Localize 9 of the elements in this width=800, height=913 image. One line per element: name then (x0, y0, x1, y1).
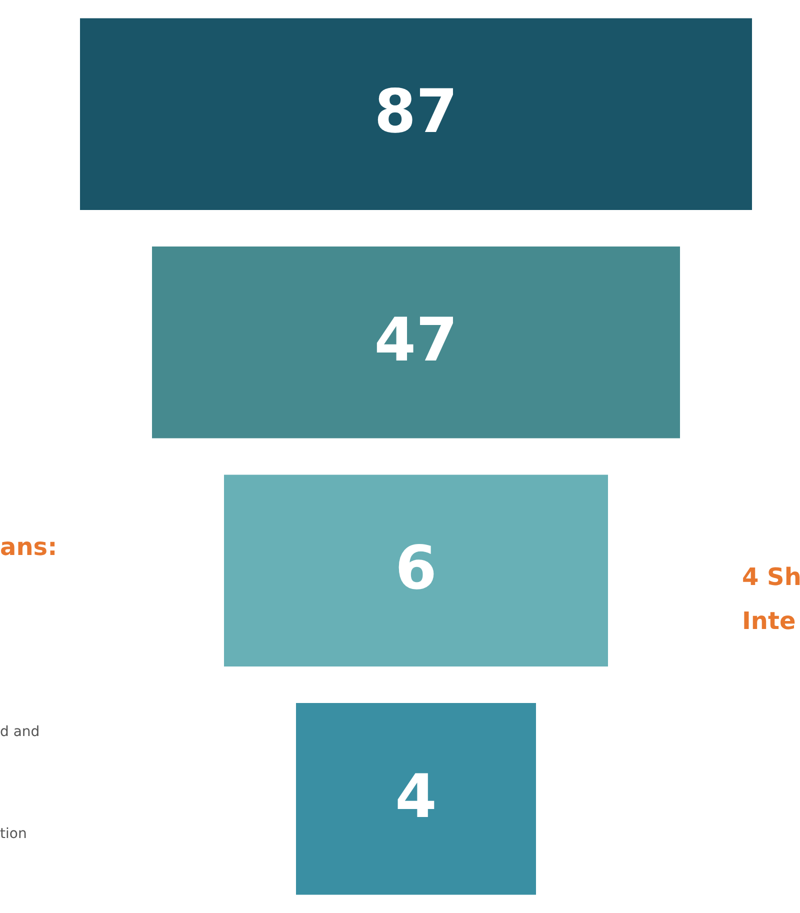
data-label: 4 (395, 762, 437, 832)
text: Inte (742, 607, 796, 635)
data-label: 87 (374, 77, 458, 148)
data-label: 6 (395, 534, 437, 604)
text: 4 Sh (742, 563, 800, 591)
text: ans: (0, 533, 58, 561)
text: tion (0, 826, 27, 842)
data-label: 47 (374, 305, 458, 376)
text: d and (0, 724, 40, 740)
